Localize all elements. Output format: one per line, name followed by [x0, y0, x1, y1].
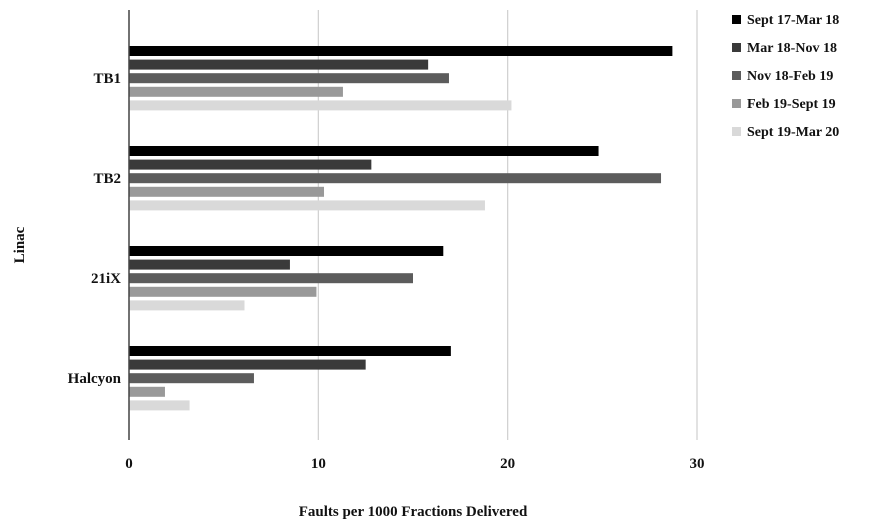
bar-tb2-series-1 — [129, 146, 599, 156]
bar-tb1-series-1 — [129, 46, 673, 56]
bar-21ix-series-5 — [129, 300, 245, 311]
x-tick-label: 20 — [500, 456, 515, 472]
bar-halcyon-series-3 — [129, 373, 254, 384]
category-label-21ix: 21iX — [91, 271, 121, 287]
x-axis-title: Faults per 1000 Fractions Delivered — [299, 504, 528, 520]
legend-swatch-2 — [732, 43, 741, 52]
bar-tb1-series-4 — [129, 86, 343, 97]
x-tick-labels: 0 10 20 30 — [125, 456, 704, 472]
bar-halcyon-series-2 — [129, 359, 366, 370]
legend-label-4: Feb 19-Sept 19 — [747, 97, 836, 112]
bar-tb2-series-3 — [129, 173, 662, 184]
legend-label-2: Mar 18-Nov 18 — [747, 41, 837, 56]
bars — [129, 46, 673, 411]
x-tick-label: 0 — [125, 456, 133, 472]
legend-label-1: Sept 17-Mar 18 — [747, 13, 839, 28]
legend-swatch-5 — [732, 127, 741, 136]
bar-21ix-series-1 — [129, 246, 444, 256]
category-label-halcyon: Halcyon — [68, 371, 122, 387]
bar-halcyon-series-4 — [129, 386, 165, 397]
legend-label-3: Nov 18-Feb 19 — [747, 69, 833, 84]
bar-21ix-series-2 — [129, 259, 290, 270]
bar-tb1-series-5 — [129, 100, 512, 111]
legend-swatch-4 — [732, 99, 741, 108]
bar-21ix-series-4 — [129, 286, 317, 297]
category-label-tb1: TB1 — [93, 71, 121, 87]
bar-halcyon-series-1 — [129, 346, 451, 356]
bar-tb2-series-2 — [129, 159, 372, 170]
legend-swatch-1 — [732, 15, 741, 24]
category-labels: TB1 TB2 21iX Halcyon — [68, 71, 122, 387]
bar-tb1-series-3 — [129, 73, 449, 84]
bar-halcyon-series-5 — [129, 400, 190, 411]
legend: Sept 17-Mar 18 Mar 18-Nov 18 Nov 18-Feb 19… — [732, 13, 839, 140]
x-tick-label: 10 — [311, 456, 326, 472]
bar-tb1-series-2 — [129, 59, 429, 70]
bar-21ix-series-3 — [129, 273, 413, 284]
legend-label-5: Sept 19-Mar 20 — [747, 125, 839, 140]
bar-tb2-series-5 — [129, 200, 485, 211]
x-tick-label: 30 — [690, 456, 705, 472]
y-axis-title: Linac — [12, 226, 28, 263]
bar-tb2-series-4 — [129, 186, 325, 197]
legend-swatch-3 — [732, 71, 741, 80]
category-label-tb2: TB2 — [93, 171, 121, 187]
